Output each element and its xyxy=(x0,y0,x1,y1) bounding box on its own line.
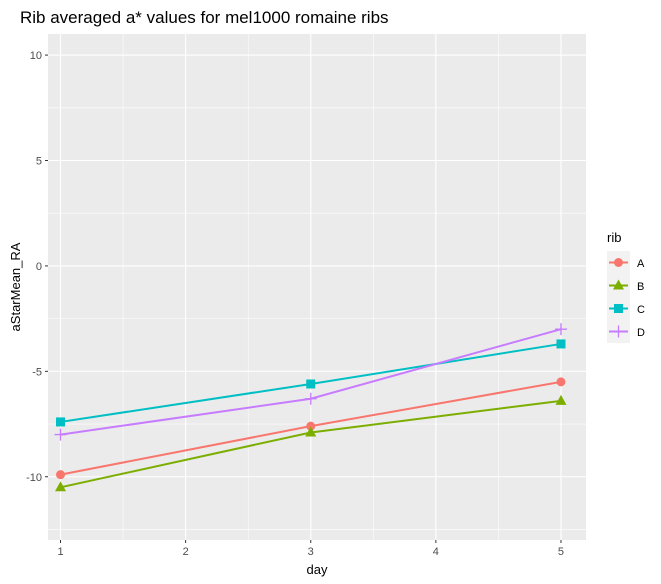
legend-label-b: B xyxy=(637,281,644,293)
data-point-d xyxy=(304,392,317,405)
x-tick-label: 3 xyxy=(308,546,314,558)
legend-marker-d xyxy=(612,325,625,338)
x-tick-label: 4 xyxy=(433,546,439,558)
y-tick-label: -5 xyxy=(32,366,42,378)
y-tick-label: 0 xyxy=(36,261,42,273)
x-axis-title: day xyxy=(307,562,328,577)
data-point-a xyxy=(306,421,316,431)
chart-title: Rib averaged a* values for mel1000 romai… xyxy=(20,8,389,27)
x-tick-label: 2 xyxy=(183,546,189,558)
y-tick-label: 10 xyxy=(30,50,42,62)
data-point-b xyxy=(55,481,67,492)
x-axis-ticks: 1 2 3 4 5 xyxy=(57,540,564,558)
legend-label-d: D xyxy=(637,327,645,339)
y-tick-label: 5 xyxy=(36,156,42,168)
data-point-a xyxy=(556,377,566,387)
legend-marker-a xyxy=(614,258,623,267)
data-point-d xyxy=(554,323,567,336)
y-tick-label: -10 xyxy=(26,472,42,484)
data-point-c xyxy=(306,379,316,389)
data-point-c xyxy=(556,339,566,349)
data-point-a xyxy=(56,470,66,480)
data-point-b xyxy=(555,394,567,405)
series-layer xyxy=(54,323,567,492)
legend-marker-b xyxy=(613,279,624,290)
x-tick-label: 1 xyxy=(57,546,63,558)
data-point-c xyxy=(56,417,66,427)
legend-label-a: A xyxy=(637,258,645,270)
legend-title: rib xyxy=(607,230,621,245)
y-axis-title: aStarMean_RA xyxy=(8,242,23,331)
legend-marker-c xyxy=(614,304,623,313)
y-axis-ticks: -10 -5 0 5 10 xyxy=(26,50,48,484)
data-point-d xyxy=(54,428,67,441)
x-tick-label: 5 xyxy=(558,546,564,558)
plot-panel xyxy=(48,34,586,540)
data-point-b xyxy=(305,426,317,437)
legend-label-c: C xyxy=(637,304,645,316)
